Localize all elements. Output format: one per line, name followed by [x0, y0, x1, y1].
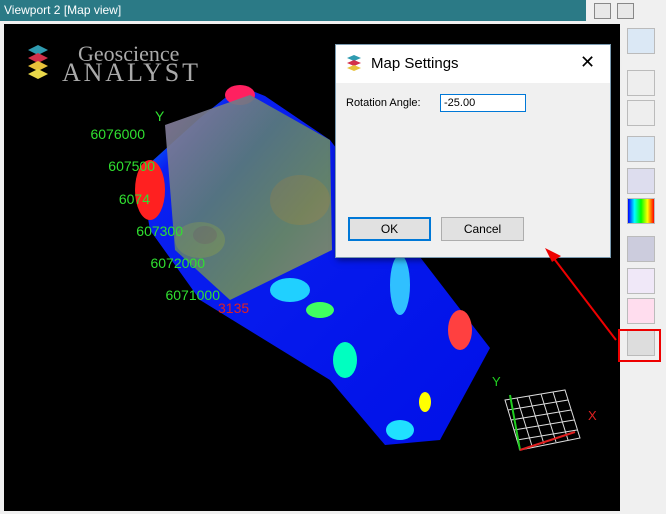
ok-button[interactable]: OK — [348, 217, 431, 241]
dialog-title: Map Settings — [371, 55, 459, 72]
grid-tool[interactable] — [627, 100, 655, 126]
ruler-tool[interactable] — [627, 70, 655, 96]
map-settings-dialog: Map Settings ✕ Rotation Angle: -25.00 OK… — [335, 44, 611, 258]
y-axis-label: Y — [155, 108, 165, 124]
maximize-button[interactable] — [617, 3, 634, 19]
northing-label: 6076000 — [90, 126, 145, 142]
dialog-titlebar: Map Settings ✕ — [336, 45, 610, 83]
logo-line2: ANALYST — [62, 58, 198, 87]
rotation-input[interactable]: -25.00 — [440, 94, 526, 112]
dialog-icon — [347, 55, 361, 71]
triad-y-label: Y — [492, 374, 501, 389]
restore-button[interactable] — [594, 3, 611, 19]
logo-line1: Geoscience — [78, 41, 179, 66]
northing-label: 6074 — [119, 191, 150, 207]
northing-label: 607300 — [136, 223, 183, 239]
window-title: Viewport 2 [Map view] — [0, 0, 586, 21]
rotation-label: Rotation Angle: — [346, 97, 421, 109]
axes-tool[interactable] — [627, 136, 655, 162]
ok-label: OK — [350, 219, 429, 239]
toolbar — [622, 24, 662, 511]
easting-label: 3135 — [218, 300, 249, 316]
cancel-button[interactable]: Cancel — [441, 217, 524, 241]
settings-tool[interactable] — [627, 330, 655, 356]
northing-label: 6071000 — [165, 287, 220, 303]
close-button[interactable]: ✕ — [580, 52, 596, 72]
triad-x-label: X — [588, 408, 597, 423]
northing-label: 6072000 — [150, 255, 205, 271]
axis-triad — [504, 389, 581, 451]
zoom-tool[interactable] — [627, 28, 655, 54]
northing-label: 607500 — [108, 158, 155, 174]
paint-tool[interactable] — [627, 168, 655, 194]
box-tool[interactable] — [627, 268, 655, 294]
visibility-button[interactable] — [640, 3, 657, 19]
imagery-overlay — [165, 95, 332, 300]
magnet-tool[interactable] — [627, 298, 655, 324]
colormap-tool[interactable] — [627, 198, 655, 224]
logo-icon — [28, 45, 48, 79]
snapshot-tool[interactable] — [627, 236, 655, 262]
